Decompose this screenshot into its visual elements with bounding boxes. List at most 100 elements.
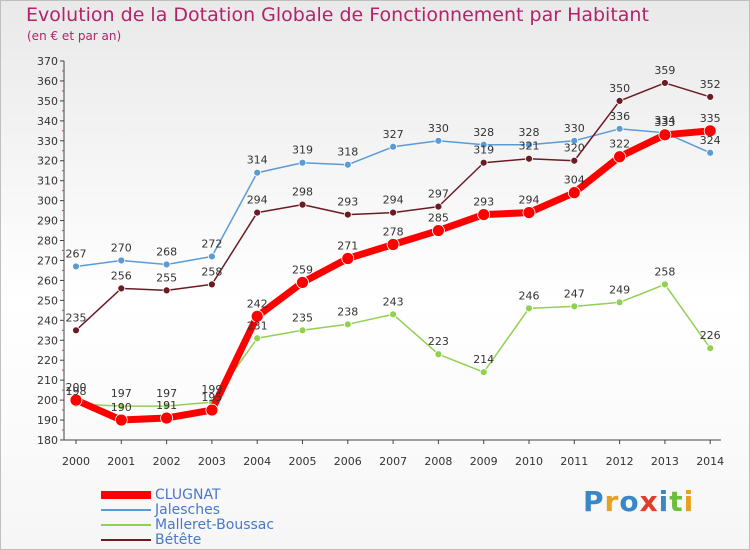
data-point-malleret-boussac (434, 350, 443, 359)
x-tick-label: 2001 (107, 455, 135, 468)
data-point-malleret-boussac (525, 304, 533, 313)
data-point-malleret-boussac (162, 402, 171, 410)
data-point-b-t-te (253, 208, 262, 217)
data-label-clugnat: 242 (247, 297, 268, 310)
data-point-clugnat (613, 150, 626, 164)
y-tick-label: 210 (37, 374, 58, 387)
y-tick-label: 220 (37, 354, 58, 367)
x-tick-label: 2005 (289, 455, 317, 468)
data-point-malleret-boussac (706, 344, 715, 353)
data-label-clugnat: 322 (609, 138, 630, 151)
data-label-clugnat: 190 (111, 401, 132, 414)
data-label-jalesches: 330 (428, 122, 449, 135)
data-label-malleret-boussac: 231 (247, 319, 268, 332)
data-label-malleret-boussac: 223 (428, 335, 449, 348)
data-label-malleret-boussac: 238 (337, 305, 358, 318)
data-point-clugnat (431, 224, 445, 237)
data-label-malleret-boussac: 249 (609, 283, 630, 296)
data-label-malleret-boussac: 198 (66, 385, 87, 398)
data-label-b-t-te: 235 (66, 311, 87, 324)
y-tick-label: 180 (37, 434, 58, 447)
data-point-b-t-te (162, 286, 171, 295)
data-label-clugnat: 294 (519, 194, 540, 207)
data-point-clugnat (522, 206, 536, 220)
data-point-jalesches (162, 260, 171, 269)
data-point-clugnat (703, 124, 717, 138)
x-tick-label: 2002 (153, 455, 181, 468)
data-label-clugnat: 333 (654, 116, 675, 129)
data-point-clugnat (658, 128, 672, 142)
y-tick-label: 350 (37, 95, 58, 108)
data-point-b-t-te (615, 96, 624, 105)
data-point-jalesches (72, 262, 80, 271)
data-point-malleret-boussac (117, 402, 126, 410)
y-tick-label: 370 (37, 55, 58, 68)
legend-label: Jalesches (155, 502, 220, 518)
data-point-malleret-boussac (661, 280, 669, 289)
data-label-clugnat: 195 (201, 391, 222, 404)
data-label-b-t-te: 352 (700, 78, 721, 91)
data-label-b-t-te: 359 (654, 64, 675, 77)
data-point-malleret-boussac (298, 326, 307, 335)
data-label-malleret-boussac: 235 (292, 311, 313, 324)
data-label-b-t-te: 258 (201, 265, 222, 278)
data-label-b-t-te: 298 (292, 186, 313, 199)
data-point-clugnat (114, 413, 128, 427)
data-point-b-t-te (207, 280, 216, 289)
data-label-jalesches: 272 (201, 237, 222, 250)
x-tick-label: 2007 (379, 455, 407, 468)
data-label-b-t-te: 255 (156, 271, 177, 284)
data-label-clugnat: 271 (337, 239, 358, 252)
data-point-b-t-te (72, 326, 80, 335)
data-label-malleret-boussac: 246 (519, 289, 540, 302)
data-point-jalesches (253, 168, 262, 177)
proxiti-logo: Proxiti (583, 485, 695, 518)
data-label-jalesches: 268 (156, 245, 177, 258)
y-tick-label: 310 (37, 175, 58, 188)
data-label-clugnat: 285 (428, 212, 449, 225)
data-point-clugnat (205, 403, 219, 417)
data-label-jalesches: 327 (383, 128, 404, 141)
legend-label: Malleret-Boussac (155, 517, 275, 533)
data-point-jalesches (389, 142, 398, 151)
data-point-b-t-te (298, 200, 307, 209)
data-label-clugnat: 278 (383, 226, 404, 239)
data-point-jalesches (615, 124, 624, 133)
data-point-malleret-boussac (253, 334, 262, 343)
y-tick-label: 340 (37, 115, 58, 128)
data-label-b-t-te: 320 (564, 142, 585, 155)
data-label-jalesches: 328 (519, 126, 540, 139)
data-point-clugnat (160, 411, 174, 425)
data-label-clugnat: 200 (66, 381, 87, 394)
data-point-malleret-boussac (389, 310, 398, 319)
x-tick-label: 2010 (515, 455, 543, 468)
data-label-b-t-te: 256 (111, 269, 132, 282)
data-point-jalesches (434, 136, 443, 145)
data-label-jalesches: 319 (292, 144, 313, 157)
legend-item: Bétête (101, 533, 201, 547)
data-point-jalesches (343, 160, 352, 169)
legend-label: CLUGNAT (155, 487, 221, 503)
data-point-b-t-te (570, 156, 579, 165)
legend-item: Malleret-Boussac (101, 518, 274, 532)
x-tick-label: 2006 (334, 455, 362, 468)
data-label-jalesches: 270 (111, 241, 132, 254)
data-label-b-t-te: 294 (383, 194, 404, 207)
x-tick-label: 2004 (243, 455, 271, 468)
x-tick-label: 2013 (651, 455, 679, 468)
y-tick-label: 320 (37, 155, 58, 168)
data-point-jalesches (525, 140, 533, 149)
data-label-clugnat: 191 (156, 399, 177, 412)
data-point-jalesches (117, 256, 126, 265)
data-label-jalesches: 318 (337, 146, 358, 159)
data-point-malleret-boussac (343, 320, 352, 329)
y-tick-label: 260 (37, 274, 58, 287)
chart-subtitle: (en € et par an) (27, 29, 122, 43)
data-point-malleret-boussac (479, 368, 488, 377)
data-label-b-t-te: 350 (609, 82, 630, 95)
data-point-b-t-te (661, 79, 669, 87)
data-point-jalesches (298, 158, 307, 167)
legend-label: Bétête (155, 532, 202, 548)
data-point-jalesches (706, 148, 715, 157)
